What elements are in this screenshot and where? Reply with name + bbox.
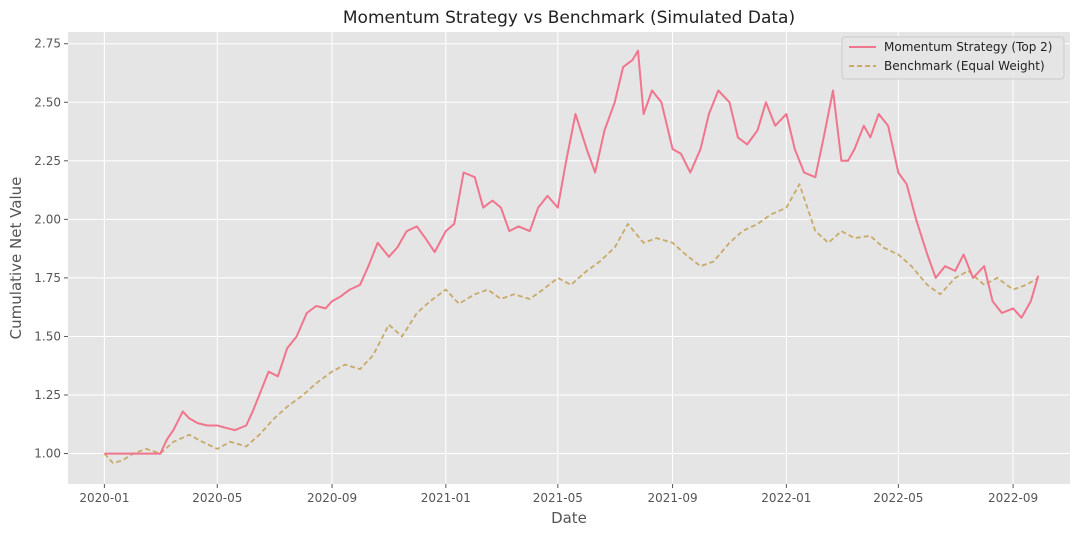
series-line-benchmark — [103, 183, 1039, 464]
y-tick-label: 2.00 — [34, 212, 61, 226]
y-tick-label: 1.75 — [34, 271, 61, 285]
y-tick-label: 1.50 — [34, 329, 61, 343]
x-tick-label: 2021-05 — [533, 491, 583, 505]
y-tick-label: 2.25 — [34, 154, 61, 168]
plot-background — [68, 32, 1070, 484]
x-tick-label: 2021-01 — [421, 491, 471, 505]
y-tick-label: 2.50 — [34, 95, 61, 109]
x-tick-label: 2022-09 — [988, 491, 1038, 505]
series-line-strategy — [104, 49, 1040, 455]
series-layer — [103, 49, 1040, 464]
x-tick-label: 2020-05 — [192, 491, 242, 505]
x-axis-label: Date — [551, 509, 587, 527]
y-axis-label: Cumulative Net Value — [7, 177, 25, 340]
y-tick-label: 2.75 — [34, 37, 61, 51]
y-tick-label: 1.25 — [34, 388, 61, 402]
legend-box — [841, 36, 1065, 80]
x-tick-label: 2021-09 — [647, 491, 697, 505]
legend-label-strategy: Momentum Strategy (Top 2) — [884, 40, 1052, 54]
x-tick-label: 2020-01 — [79, 491, 129, 505]
grid — [68, 32, 1070, 484]
x-tick-label: 2022-05 — [873, 491, 923, 505]
legend-label-benchmark: Benchmark (Equal Weight) — [884, 59, 1045, 73]
x-tick-label: 2022-01 — [761, 491, 811, 505]
y-tick-label: 1.00 — [34, 447, 61, 461]
x-axis: 2020-01 2020-05 2020-09 2021-01 2021-05 2021-… — [79, 484, 1038, 505]
chart-title: Momentum Strategy vs Benchmark (Simulate… — [343, 8, 795, 28]
y-axis: 1.00 1.25 1.50 1.75 2.00 2.25 2.50 2.75 — [34, 37, 68, 461]
legend: Momentum Strategy (Top 2) Benchmark (Equ… — [841, 36, 1065, 80]
x-tick-label: 2020-09 — [307, 491, 357, 505]
